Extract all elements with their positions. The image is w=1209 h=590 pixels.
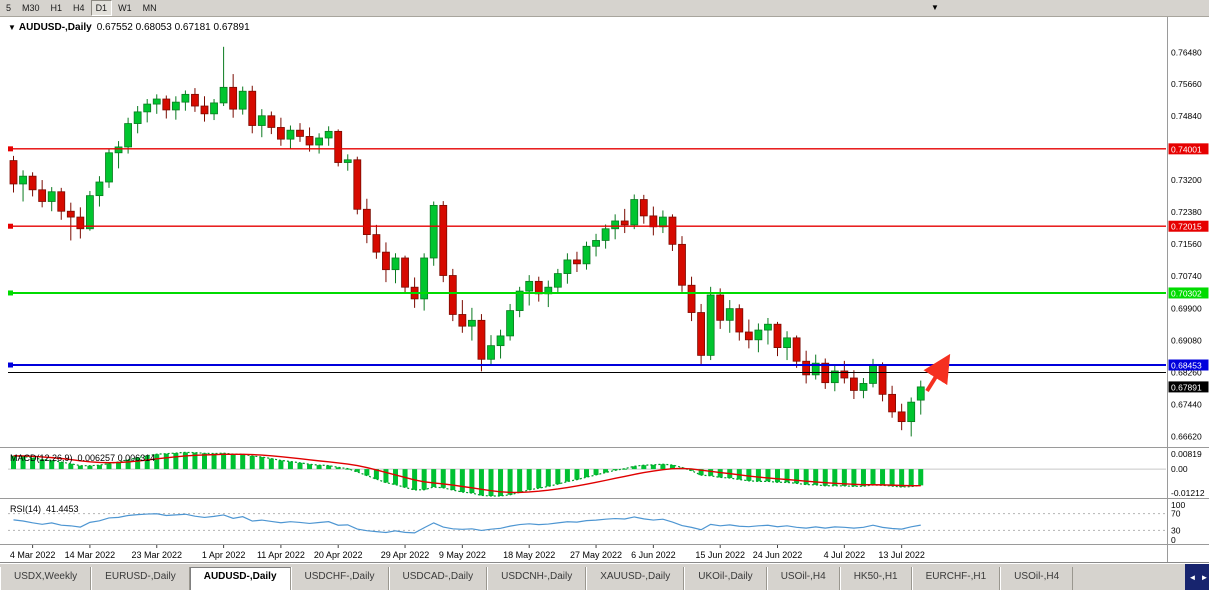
tab-eurusd-daily[interactable]: EURUSD-,Daily (91, 567, 190, 590)
svg-text:0.72015: 0.72015 (1171, 222, 1202, 232)
chart-title: ▼ AUDUSD-,Daily 0.67552 0.68053 0.67181 0.… (8, 22, 250, 33)
timeframe-button-5[interactable]: 5 (6, 3, 12, 13)
tab-eurchf-h1[interactable]: EURCHF-,H1 (911, 567, 1001, 590)
svg-text:20 Apr 2022: 20 Apr 2022 (314, 550, 363, 560)
toolbar-dropdown-icon[interactable]: ▼ (931, 3, 939, 12)
svg-text:0.68260: 0.68260 (1171, 368, 1202, 378)
bottom-tab-bar: USDX,Weekly EURUSD-,Daily AUDUSD-,Daily USD… (0, 563, 1209, 590)
tab-xauusd-daily[interactable]: XAUUSD-,Daily (586, 567, 685, 590)
tab-audusd-daily[interactable]: AUDUSD-,Daily (189, 567, 291, 590)
svg-text:11 Apr 2022: 11 Apr 2022 (257, 550, 305, 560)
svg-text:0.75660: 0.75660 (1171, 79, 1202, 89)
svg-text:0.72380: 0.72380 (1171, 207, 1202, 217)
symbol-tab-list: USDX,Weekly EURUSD-,Daily AUDUSD-,Daily USD… (0, 564, 1185, 590)
tab-usdchf-daily[interactable]: USDCHF-,Daily (290, 567, 389, 590)
timeframe-button-h4[interactable]: H4 (73, 3, 85, 13)
svg-text:0.67440: 0.67440 (1171, 399, 1202, 409)
macd-name: MACD(12,26,9) (10, 453, 73, 463)
tab-usdcnh-daily[interactable]: USDCNH-,Daily (487, 567, 587, 590)
svg-text:0.69080: 0.69080 (1171, 336, 1202, 346)
panel-frame (0, 17, 1209, 563)
timeframe-button-mn[interactable]: MN (142, 3, 157, 13)
timeframe-button-d1[interactable]: D1 (90, 0, 113, 16)
svg-text:24 Jun 2022: 24 Jun 2022 (753, 550, 803, 560)
svg-text:29 Apr 2022: 29 Apr 2022 (381, 550, 430, 560)
svg-text:0.74001: 0.74001 (1171, 144, 1202, 154)
chart-ohlc-quote: 0.67552 0.68053 0.67181 0.67891 (96, 22, 250, 33)
price-axis: 0.76480 0.75660 0.74840 0.73200 0.72380 0.715… (1168, 47, 1209, 545)
svg-text:70: 70 (1171, 509, 1181, 519)
tabs-scroll-left-button[interactable]: ◄ (1185, 564, 1200, 590)
svg-text:1 Apr 2022: 1 Apr 2022 (202, 550, 246, 560)
tab-usdx-weekly[interactable]: USDX,Weekly (0, 567, 92, 590)
svg-text:6 Jun 2022: 6 Jun 2022 (631, 550, 676, 560)
svg-text:-0.01212: -0.01212 (1171, 488, 1205, 498)
time-axis: 4 Mar 2022 14 Mar 2022 23 Mar 2022 1 Apr 20… (10, 545, 925, 560)
macd-indicator-label: MACD(12,26,9) 0.006257 0.006314 (10, 453, 155, 463)
tabs-scroll-right-button[interactable]: ► (1200, 564, 1209, 590)
macd-values: 0.006257 0.006314 (77, 453, 156, 463)
rsi-indicator (8, 513, 1166, 534)
svg-text:15 Jun 2022: 15 Jun 2022 (695, 550, 745, 560)
tab-hk50-h1[interactable]: HK50-,H1 (839, 567, 912, 590)
svg-text:0.70302: 0.70302 (1171, 288, 1202, 298)
svg-text:4 Mar 2022: 4 Mar 2022 (10, 550, 56, 560)
svg-text:0.00: 0.00 (1171, 464, 1188, 474)
svg-text:9 May 2022: 9 May 2022 (439, 550, 486, 560)
tab-usoil-h4[interactable]: USOil-,H4 (766, 567, 840, 590)
chart-symbol-label: AUDUSD-,Daily (18, 22, 92, 33)
svg-text:0.71560: 0.71560 (1171, 239, 1202, 249)
timeframe-button-m30[interactable]: M30 (22, 3, 40, 13)
svg-text:13 Jul 2022: 13 Jul 2022 (878, 550, 925, 560)
rsi-name: RSI(14) (10, 504, 42, 514)
timeframe-button-h1[interactable]: H1 (50, 3, 63, 13)
svg-text:0.66620: 0.66620 (1171, 431, 1202, 441)
svg-text:100: 100 (1171, 500, 1185, 510)
svg-text:0.00819: 0.00819 (1171, 449, 1202, 459)
candles (9, 46, 925, 437)
chart-canvas[interactable]: 0.76480 0.75660 0.74840 0.73200 0.72380 0.715… (0, 17, 1209, 563)
macd-indicator (8, 451, 1166, 497)
svg-text:0.76480: 0.76480 (1171, 47, 1202, 57)
svg-text:23 Mar 2022: 23 Mar 2022 (131, 550, 182, 560)
timeframe-toolbar: 5 M30 H1 H4 D1 W1 MN (0, 0, 1209, 17)
svg-text:14 Mar 2022: 14 Mar 2022 (65, 550, 116, 560)
svg-text:30: 30 (1171, 525, 1181, 535)
tab-usdcad-daily[interactable]: USDCAD-,Daily (388, 567, 488, 590)
svg-text:0.74840: 0.74840 (1171, 111, 1202, 121)
timeframe-button-w1[interactable]: W1 (118, 3, 132, 13)
tab-usoil-h4[interactable]: USOil-,H4 (1000, 567, 1074, 590)
chart-area[interactable]: 0.76480 0.75660 0.74840 0.73200 0.72380 0.715… (0, 17, 1209, 563)
svg-text:18 May 2022: 18 May 2022 (503, 550, 555, 560)
rsi-indicator-label: RSI(14) 41.4453 (10, 504, 79, 514)
tab-ukoil-daily[interactable]: UKOil-,Daily (684, 567, 767, 590)
svg-text:4 Jul 2022: 4 Jul 2022 (824, 550, 866, 560)
tab-nav: ◄ ► (1185, 564, 1209, 590)
svg-text:0.69900: 0.69900 (1171, 304, 1202, 314)
symbol-dropdown-icon[interactable]: ▼ (8, 23, 16, 32)
svg-text:27 May 2022: 27 May 2022 (570, 550, 622, 560)
svg-text:0.70740: 0.70740 (1171, 271, 1202, 281)
level-lines[interactable] (8, 146, 1166, 374)
svg-text:0.68453: 0.68453 (1171, 361, 1202, 371)
rsi-value: 41.4453 (46, 504, 79, 514)
svg-text:0.73200: 0.73200 (1171, 175, 1202, 185)
svg-text:0: 0 (1171, 535, 1176, 545)
trend-arrow-annotation[interactable] (923, 353, 951, 393)
svg-text:0.67891: 0.67891 (1171, 382, 1202, 392)
